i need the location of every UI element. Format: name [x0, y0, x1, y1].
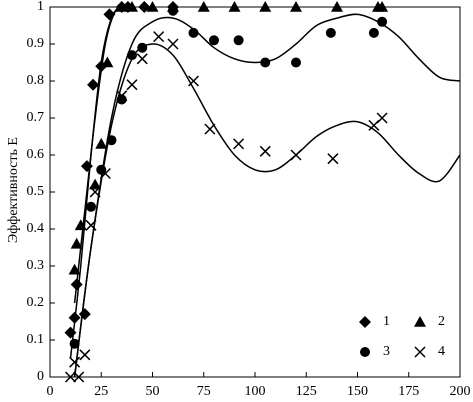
data-point	[167, 38, 179, 50]
data-point	[68, 263, 81, 275]
y-axis-label: Эффективность E	[6, 137, 21, 243]
data-point	[138, 1, 151, 13]
data-point	[70, 237, 83, 249]
y-tick-label: 0.5	[27, 184, 45, 199]
data-point	[73, 371, 85, 383]
legend-label: 4	[438, 344, 445, 359]
fit-curve	[73, 13, 461, 378]
data-point	[197, 1, 210, 12]
legend-label: 2	[438, 314, 445, 329]
y-tick-label: 0.6	[27, 147, 45, 162]
x-tick-label: 125	[296, 384, 317, 399]
x-tick-label: 175	[398, 384, 419, 399]
data-point	[106, 135, 117, 146]
data-point	[376, 112, 388, 124]
data-point	[204, 123, 216, 135]
x-tick-label: 150	[347, 384, 368, 399]
y-tick-label: 0.2	[27, 295, 45, 310]
data-point	[87, 78, 100, 91]
data-point	[228, 1, 241, 12]
data-point	[126, 1, 138, 12]
data-point	[331, 1, 343, 12]
data-point	[89, 178, 102, 190]
data-point	[136, 53, 148, 65]
data-point	[126, 79, 138, 91]
data-point	[209, 35, 219, 46]
x-tick-label: 100	[245, 384, 266, 399]
data-point	[368, 27, 379, 38]
data-point	[127, 50, 137, 61]
data-point	[291, 57, 301, 68]
data-point	[116, 90, 128, 102]
data-point	[377, 16, 388, 27]
x-tick-label: 200	[450, 384, 471, 399]
y-tick-label: 1	[37, 0, 44, 14]
data-point	[115, 1, 128, 12]
data-point	[168, 5, 178, 16]
data-point	[69, 338, 80, 349]
y-tick-label: 0	[37, 369, 44, 384]
data-point	[188, 27, 199, 38]
data-point	[64, 326, 77, 339]
data-point	[74, 219, 87, 231]
data-point	[64, 371, 77, 383]
x-tick-label: 75	[197, 384, 211, 399]
data-point	[89, 186, 101, 198]
data-point	[99, 167, 111, 180]
legend-label: 3	[383, 344, 390, 359]
y-tick-label: 0.7	[27, 110, 45, 125]
y-tick-label: 0.4	[27, 221, 45, 236]
legend-label: 1	[383, 314, 390, 329]
legend-marker	[414, 316, 426, 327]
data-point	[325, 27, 336, 38]
y-tick-label: 0.8	[27, 73, 45, 88]
fit-curve	[73, 43, 461, 378]
x-tick-label: 50	[146, 384, 160, 399]
data-point	[290, 1, 302, 12]
data-point	[85, 219, 97, 231]
data-point	[95, 137, 108, 149]
data-point	[78, 308, 91, 321]
data-point	[70, 278, 83, 291]
data-point	[376, 1, 389, 12]
legend-marker	[359, 316, 371, 328]
x-tick-label: 0	[47, 384, 54, 399]
data-point	[153, 31, 165, 43]
data-point	[290, 149, 302, 161]
legend-marker	[360, 347, 370, 357]
data-point	[327, 153, 339, 165]
data-point	[80, 160, 93, 173]
fit-curve	[73, 6, 127, 304]
y-tick-label: 0.9	[27, 36, 45, 51]
data-point	[259, 145, 271, 157]
data-point	[79, 349, 91, 361]
y-tick-label: 0.3	[27, 258, 45, 273]
legend-marker	[414, 346, 426, 358]
data-point	[68, 311, 81, 324]
data-point	[259, 1, 272, 12]
data-point	[260, 57, 271, 68]
data-point	[187, 75, 200, 87]
data-point	[69, 356, 81, 368]
data-point	[146, 1, 159, 12]
y-tick-label: 0.1	[27, 332, 45, 347]
data-point	[137, 42, 148, 53]
data-point	[86, 201, 96, 212]
data-point	[101, 56, 114, 68]
x-tick-label: 25	[94, 384, 108, 399]
data-point	[103, 8, 116, 21]
data-point	[116, 94, 127, 105]
data-point	[233, 138, 245, 150]
data-point	[233, 35, 244, 46]
